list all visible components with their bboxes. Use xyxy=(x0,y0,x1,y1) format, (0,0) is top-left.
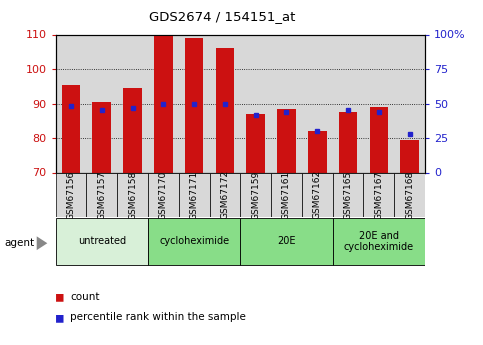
Bar xyxy=(277,109,296,172)
Bar xyxy=(179,172,210,217)
Text: ■: ■ xyxy=(56,311,63,324)
Bar xyxy=(271,172,302,217)
Bar xyxy=(400,140,419,172)
Bar xyxy=(240,218,333,265)
Bar xyxy=(308,131,327,172)
Text: count: count xyxy=(70,292,99,302)
Bar xyxy=(210,172,240,217)
Bar xyxy=(302,34,333,172)
Text: GSM67171: GSM67171 xyxy=(190,170,199,219)
Text: GSM67162: GSM67162 xyxy=(313,170,322,219)
Bar xyxy=(148,172,179,217)
Bar xyxy=(56,172,86,217)
Bar xyxy=(210,34,240,172)
Bar xyxy=(333,172,364,217)
Bar xyxy=(394,34,425,172)
Bar xyxy=(154,34,172,172)
Text: GDS2674 / 154151_at: GDS2674 / 154151_at xyxy=(149,10,296,23)
Bar xyxy=(92,102,111,172)
Text: GSM67156: GSM67156 xyxy=(67,170,75,219)
Bar xyxy=(117,172,148,217)
Text: 20E: 20E xyxy=(277,237,296,246)
Text: GSM67161: GSM67161 xyxy=(282,170,291,219)
Bar xyxy=(56,218,148,265)
Text: GSM67159: GSM67159 xyxy=(251,170,260,219)
Bar xyxy=(56,34,86,172)
Text: ■: ■ xyxy=(56,290,63,303)
Bar xyxy=(364,172,394,217)
Text: GSM67172: GSM67172 xyxy=(220,170,229,219)
Bar xyxy=(215,48,234,172)
Text: GSM67170: GSM67170 xyxy=(159,170,168,219)
Text: percentile rank within the sample: percentile rank within the sample xyxy=(70,313,246,322)
Bar xyxy=(179,34,210,172)
Text: agent: agent xyxy=(5,238,35,248)
Bar xyxy=(148,218,241,265)
Bar xyxy=(333,34,364,172)
Text: GSM67158: GSM67158 xyxy=(128,170,137,219)
Bar xyxy=(369,107,388,172)
Text: GSM67167: GSM67167 xyxy=(374,170,384,219)
Bar xyxy=(148,34,179,172)
Bar xyxy=(302,172,333,217)
Bar xyxy=(117,34,148,172)
Bar xyxy=(333,218,425,265)
Bar xyxy=(240,34,271,172)
Text: GSM67168: GSM67168 xyxy=(405,170,414,219)
Bar xyxy=(246,114,265,172)
Polygon shape xyxy=(37,236,47,250)
Bar xyxy=(62,85,80,172)
Bar xyxy=(364,34,394,172)
Text: cycloheximide: cycloheximide xyxy=(159,237,229,246)
Text: GSM67157: GSM67157 xyxy=(97,170,106,219)
Bar xyxy=(240,172,271,217)
Text: 20E and
cycloheximide: 20E and cycloheximide xyxy=(344,231,414,252)
Text: GSM67165: GSM67165 xyxy=(343,170,353,219)
Bar xyxy=(271,34,302,172)
Bar xyxy=(86,34,117,172)
Bar xyxy=(123,88,142,172)
Bar xyxy=(394,172,425,217)
Text: untreated: untreated xyxy=(78,237,126,246)
Bar xyxy=(339,112,357,172)
Bar xyxy=(86,172,117,217)
Bar xyxy=(185,38,203,172)
